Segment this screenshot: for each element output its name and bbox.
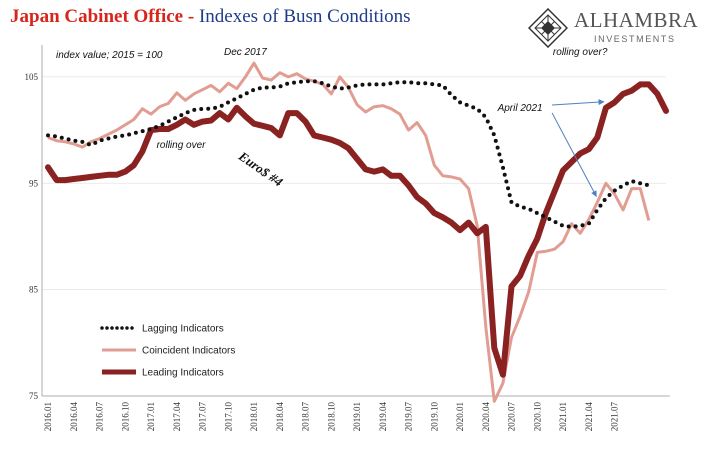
x-tick-label: 2016.04 [69, 402, 79, 432]
x-tick-label: 2019.10 [429, 402, 439, 432]
y-axis-ticks: 75 85 95 105 [25, 72, 39, 401]
chart-legend: Lagging Indicators Coincident Indicators L… [100, 324, 235, 379]
chart-annotation: April 2021 [497, 103, 543, 114]
y-tick-label: 105 [25, 72, 39, 82]
x-tick-label: 2019.07 [404, 402, 414, 432]
chart-axes [41, 45, 670, 397]
x-tick-label: 2016.01 [43, 402, 53, 431]
logo-name: ALHAMBRA [574, 8, 699, 32]
chart-title-description: Indexes of Busn Conditions [198, 6, 411, 27]
y-tick-label: 85 [29, 285, 39, 295]
series-line-leading [45, 81, 669, 378]
series-line-lagging [46, 79, 651, 229]
y-tick-label: 75 [29, 391, 39, 401]
chart-grid [42, 76, 666, 397]
x-tick-label: 2018.07 [301, 402, 311, 432]
x-tick-label: 2020.07 [507, 402, 517, 432]
x-tick-label: 2017.01 [146, 402, 156, 431]
x-tick-label: 2019.01 [352, 402, 362, 431]
chart-annotation: rolling over? [553, 47, 608, 58]
x-tick-label: 2016.10 [120, 402, 130, 432]
chart-subtitle: index value; 2015 = 100 [56, 50, 163, 61]
x-tick-label: 2017.10 [223, 402, 233, 432]
chart-annotation: rolling over [157, 140, 207, 151]
x-tick-label: 2018.10 [326, 402, 336, 432]
x-tick-label: 2017.07 [198, 402, 208, 432]
annotation-arrow [552, 99, 605, 106]
y-tick-label: 95 [29, 178, 39, 188]
legend-label: Leading Indicators [142, 368, 224, 379]
x-tick-label: 2018.01 [249, 402, 259, 431]
brand-logo: ALHAMBRA INVESTMENTS [528, 6, 698, 50]
x-tick-label: 2021.01 [558, 402, 568, 431]
series-line-coincident [47, 61, 651, 403]
logo-subtitle: INVESTMENTS [594, 34, 676, 44]
x-tick-label: 2020.10 [532, 402, 542, 432]
chart-title-separator: - [183, 6, 199, 27]
chart-title: Japan Cabinet Office - Indexes of Busn C… [10, 6, 411, 28]
diamond-logo-icon [528, 8, 568, 48]
x-tick-label: 2018.04 [275, 402, 285, 432]
legend-label: Coincident Indicators [142, 346, 235, 357]
annotation-arrows [551, 99, 605, 197]
chart-title-source: Japan Cabinet Office [10, 6, 184, 27]
x-tick-label: 2016.07 [95, 402, 105, 432]
chart-series [45, 61, 669, 403]
legend-label: Lagging Indicators [142, 324, 224, 335]
annotation-arrow [551, 112, 597, 197]
x-tick-label: 2020.01 [455, 402, 465, 431]
x-tick-label: 2017.04 [172, 402, 182, 432]
chart-annotation: Dec 2017 [224, 47, 267, 58]
x-tick-label: 2021.04 [584, 402, 594, 432]
x-tick-label: 2021.07 [610, 402, 620, 432]
x-tick-label: 2020.04 [481, 402, 491, 432]
x-axis-ticks: 2016.01 2016.04 2016.07 2016.10 2017.01 2017.… [43, 402, 620, 432]
x-tick-label: 2019.04 [378, 402, 388, 432]
